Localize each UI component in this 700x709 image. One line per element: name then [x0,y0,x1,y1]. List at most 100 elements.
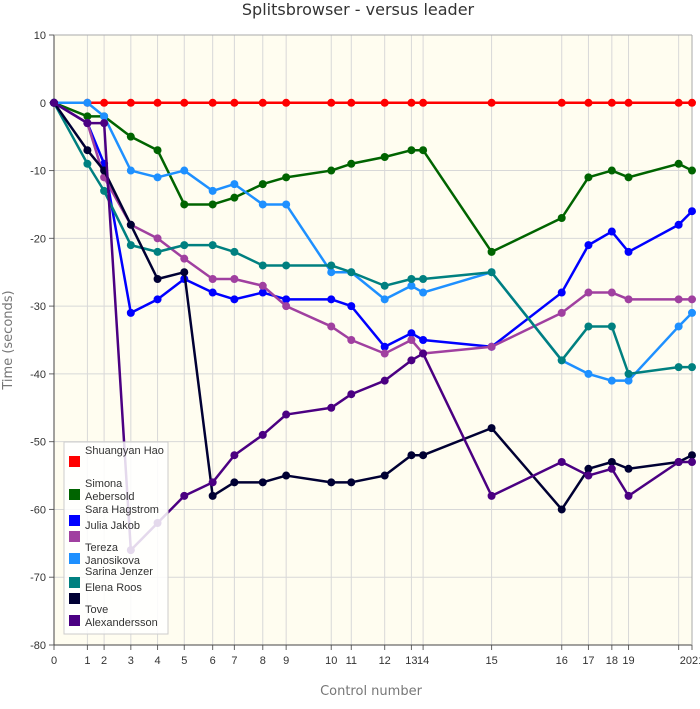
data-point[interactable] [487,98,496,107]
data-point[interactable] [557,458,566,466]
data-point[interactable] [419,98,428,107]
data-point[interactable] [584,471,593,480]
data-point[interactable] [584,241,593,250]
data-point[interactable] [258,288,267,297]
data-point[interactable] [208,478,217,487]
data-point[interactable] [282,471,291,480]
data-point[interactable] [327,98,336,107]
data-point[interactable] [153,146,162,155]
data-point[interactable] [688,308,696,317]
data-point[interactable] [208,275,217,283]
data-point[interactable] [380,98,389,107]
data-point[interactable] [282,410,291,419]
data-point[interactable] [230,98,239,107]
data-point[interactable] [607,166,616,175]
data-point[interactable] [607,464,616,473]
data-point[interactable] [557,214,566,222]
data-point[interactable] [208,241,217,250]
data-point[interactable] [380,342,389,351]
data-point[interactable] [688,166,696,175]
data-point[interactable] [180,491,189,500]
data-point[interactable] [557,288,566,297]
data-point[interactable] [557,98,566,107]
data-point[interactable] [258,180,267,189]
data-point[interactable] [282,295,291,304]
data-point[interactable] [380,376,389,385]
data-point[interactable] [407,356,416,365]
data-point[interactable] [674,159,683,168]
data-point[interactable] [327,295,336,304]
data-point[interactable] [126,241,135,250]
data-point[interactable] [180,268,189,277]
data-point[interactable] [347,390,356,399]
data-point[interactable] [584,369,593,378]
data-point[interactable] [607,322,616,331]
legend-item[interactable]: Julia Jakob [69,520,140,542]
data-point[interactable] [407,275,416,283]
data-point[interactable] [407,98,416,107]
data-point[interactable] [180,98,189,107]
data-point[interactable] [380,349,389,358]
data-point[interactable] [126,98,135,107]
data-point[interactable] [83,98,92,107]
data-point[interactable] [674,220,683,229]
data-point[interactable] [407,329,416,338]
data-point[interactable] [208,98,217,107]
data-point[interactable] [258,430,267,439]
data-point[interactable] [83,112,92,121]
data-point[interactable] [327,478,336,487]
data-point[interactable] [487,424,496,433]
data-point[interactable] [153,275,162,283]
data-point[interactable] [100,98,109,107]
legend-item[interactable]: Simona Aebersold [69,478,135,503]
data-point[interactable] [419,349,428,358]
data-point[interactable] [100,186,109,195]
data-point[interactable] [282,261,291,270]
data-point[interactable] [607,98,616,107]
data-point[interactable] [688,458,696,466]
data-point[interactable] [180,200,189,209]
data-point[interactable] [347,98,356,107]
data-point[interactable] [100,119,109,128]
data-point[interactable] [624,173,633,182]
data-point[interactable] [487,247,496,256]
data-point[interactable] [83,119,92,128]
data-point[interactable] [584,322,593,331]
data-point[interactable] [180,254,189,263]
data-point[interactable] [624,464,633,473]
data-point[interactable] [180,166,189,175]
data-point[interactable] [419,275,428,283]
data-point[interactable] [282,302,291,311]
data-point[interactable] [624,247,633,256]
data-point[interactable] [380,471,389,480]
data-point[interactable] [688,451,696,460]
legend-item[interactable]: Shuangyan Hao [69,445,164,467]
data-point[interactable] [327,261,336,270]
data-point[interactable] [688,98,696,107]
data-point[interactable] [624,369,633,378]
data-point[interactable] [407,451,416,460]
data-point[interactable] [607,376,616,385]
data-point[interactable] [258,98,267,107]
data-point[interactable] [487,268,496,277]
data-point[interactable] [380,281,389,290]
data-point[interactable] [327,166,336,175]
data-point[interactable] [153,98,162,107]
legend-item[interactable]: Tove Alexandersson [69,604,158,629]
data-point[interactable] [624,98,633,107]
data-point[interactable] [347,302,356,311]
data-point[interactable] [126,166,135,175]
data-point[interactable] [126,220,135,229]
data-point[interactable] [419,146,428,155]
data-point[interactable] [282,98,291,107]
data-point[interactable] [230,478,239,487]
data-point[interactable] [674,322,683,331]
data-point[interactable] [230,247,239,256]
data-point[interactable] [407,336,416,344]
data-point[interactable] [153,295,162,304]
data-point[interactable] [327,322,336,331]
legend-item[interactable]: Elena Roos [69,582,142,604]
data-point[interactable] [100,112,109,121]
data-point[interactable] [688,295,696,304]
data-point[interactable] [487,491,496,500]
